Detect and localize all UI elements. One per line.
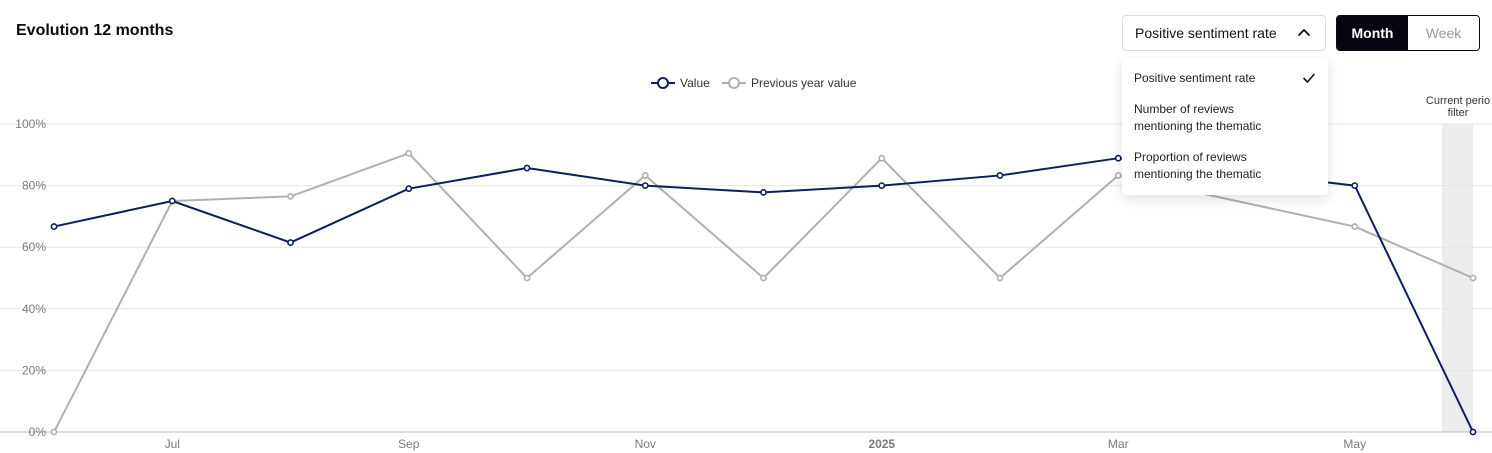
current-period-label-line: filter <box>1448 107 1469 119</box>
data-point <box>641 172 649 179</box>
week-toggle-button[interactable]: Week <box>1408 16 1479 50</box>
x-tick-label: Mar <box>1108 437 1129 451</box>
y-tick-label: 20% <box>22 363 46 377</box>
page-title: Evolution 12 months <box>16 22 174 39</box>
menu-item-proportion-of-reviews[interactable]: Proportion of reviews mentioning the the… <box>1122 143 1328 189</box>
legend-label: Value <box>680 76 710 90</box>
month-toggle-button[interactable]: Month <box>1337 16 1408 50</box>
data-point <box>641 182 649 189</box>
data-point <box>523 274 531 282</box>
data-point <box>1351 223 1359 230</box>
data-point <box>1114 172 1122 179</box>
chart-legend: Value Previous year value <box>651 76 857 90</box>
metric-select[interactable]: Positive sentiment rate <box>1122 15 1326 51</box>
data-point <box>1469 428 1477 436</box>
series-line <box>53 157 1474 433</box>
legend-marker <box>657 77 669 89</box>
data-point <box>50 428 58 436</box>
y-tick-label: 80% <box>22 179 46 193</box>
chevron-up-icon <box>1298 29 1310 36</box>
menu-item-number-of-reviews[interactable]: Number of reviews mentioning the themati… <box>1122 95 1328 141</box>
x-axis-labels: Jul Sep Nov 2025 Mar May <box>165 437 1367 451</box>
metric-dropdown-menu: Positive sentiment rate Number of review… <box>1122 58 1328 195</box>
current-period-label-line: Current perio <box>1426 95 1490 107</box>
x-tick-label: May <box>1343 437 1366 451</box>
data-point <box>405 149 413 157</box>
data-point <box>287 239 294 246</box>
data-point <box>405 185 413 193</box>
data-point <box>996 172 1004 179</box>
y-tick-label: 60% <box>22 240 46 254</box>
data-point <box>878 182 886 189</box>
granularity-toggle: Month Week <box>1336 15 1480 51</box>
current-period-band <box>1442 124 1473 432</box>
x-tick-label: Nov <box>635 437 656 451</box>
data-point <box>760 188 767 196</box>
data-point <box>168 197 176 205</box>
data-point <box>1114 154 1122 162</box>
data-point <box>1351 182 1359 189</box>
menu-item-label: Number of reviews mentioning the themati… <box>1134 102 1262 133</box>
menu-item-label: Proportion of reviews mentioning the the… <box>1134 150 1262 181</box>
x-tick-label: Jul <box>165 437 180 451</box>
data-point <box>523 164 531 172</box>
x-tick-label: Sep <box>398 437 420 451</box>
data-point <box>50 223 58 230</box>
legend-marker <box>728 77 740 89</box>
x-tick-label: 2025 <box>868 437 895 451</box>
check-icon <box>1303 73 1315 83</box>
metric-select-value: Positive sentiment rate <box>1135 25 1277 41</box>
legend-label: Previous year value <box>751 76 857 90</box>
y-tick-label: 0% <box>29 425 47 439</box>
data-point <box>996 274 1004 282</box>
y-axis-labels: 0% 20% 40% 60% 80% 100% <box>15 117 46 439</box>
data-point <box>287 192 294 200</box>
menu-item-label: Positive sentiment rate <box>1134 71 1256 85</box>
y-tick-label: 40% <box>22 302 46 316</box>
data-point <box>878 154 886 162</box>
data-point <box>1469 274 1477 282</box>
data-point <box>760 274 767 282</box>
y-tick-label: 100% <box>15 117 46 131</box>
menu-item-positive-sentiment-rate[interactable]: Positive sentiment rate <box>1122 64 1328 93</box>
